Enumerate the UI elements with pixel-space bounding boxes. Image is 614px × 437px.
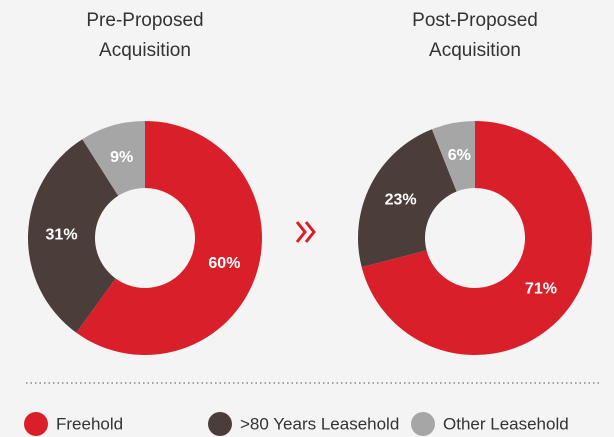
value-label: 60% bbox=[208, 255, 240, 272]
donut-slice bbox=[431, 121, 475, 192]
value-label: 71% bbox=[525, 280, 557, 297]
legend-label: >80 Years Leasehold bbox=[240, 414, 399, 433]
legend-swatch bbox=[411, 412, 435, 436]
donut-slice bbox=[361, 121, 592, 355]
donut-slice bbox=[76, 121, 262, 355]
value-label: 31% bbox=[46, 227, 78, 244]
value-label: 23% bbox=[385, 191, 417, 208]
chart-title: Post-Proposed Acquisition bbox=[412, 10, 538, 61]
legend-swatch bbox=[24, 412, 48, 436]
donut-slice bbox=[82, 121, 145, 196]
donut-slice bbox=[27, 139, 119, 333]
donut-slice bbox=[357, 129, 457, 268]
legend-label: Other Leasehold bbox=[443, 414, 569, 433]
legend-swatch bbox=[208, 412, 232, 436]
value-label: 6% bbox=[448, 147, 471, 164]
value-label: 9% bbox=[110, 149, 133, 166]
legend-label: Freehold bbox=[56, 414, 123, 433]
chart-title: Pre-Proposed Acquisition bbox=[86, 10, 204, 61]
chevron bbox=[295, 221, 316, 243]
